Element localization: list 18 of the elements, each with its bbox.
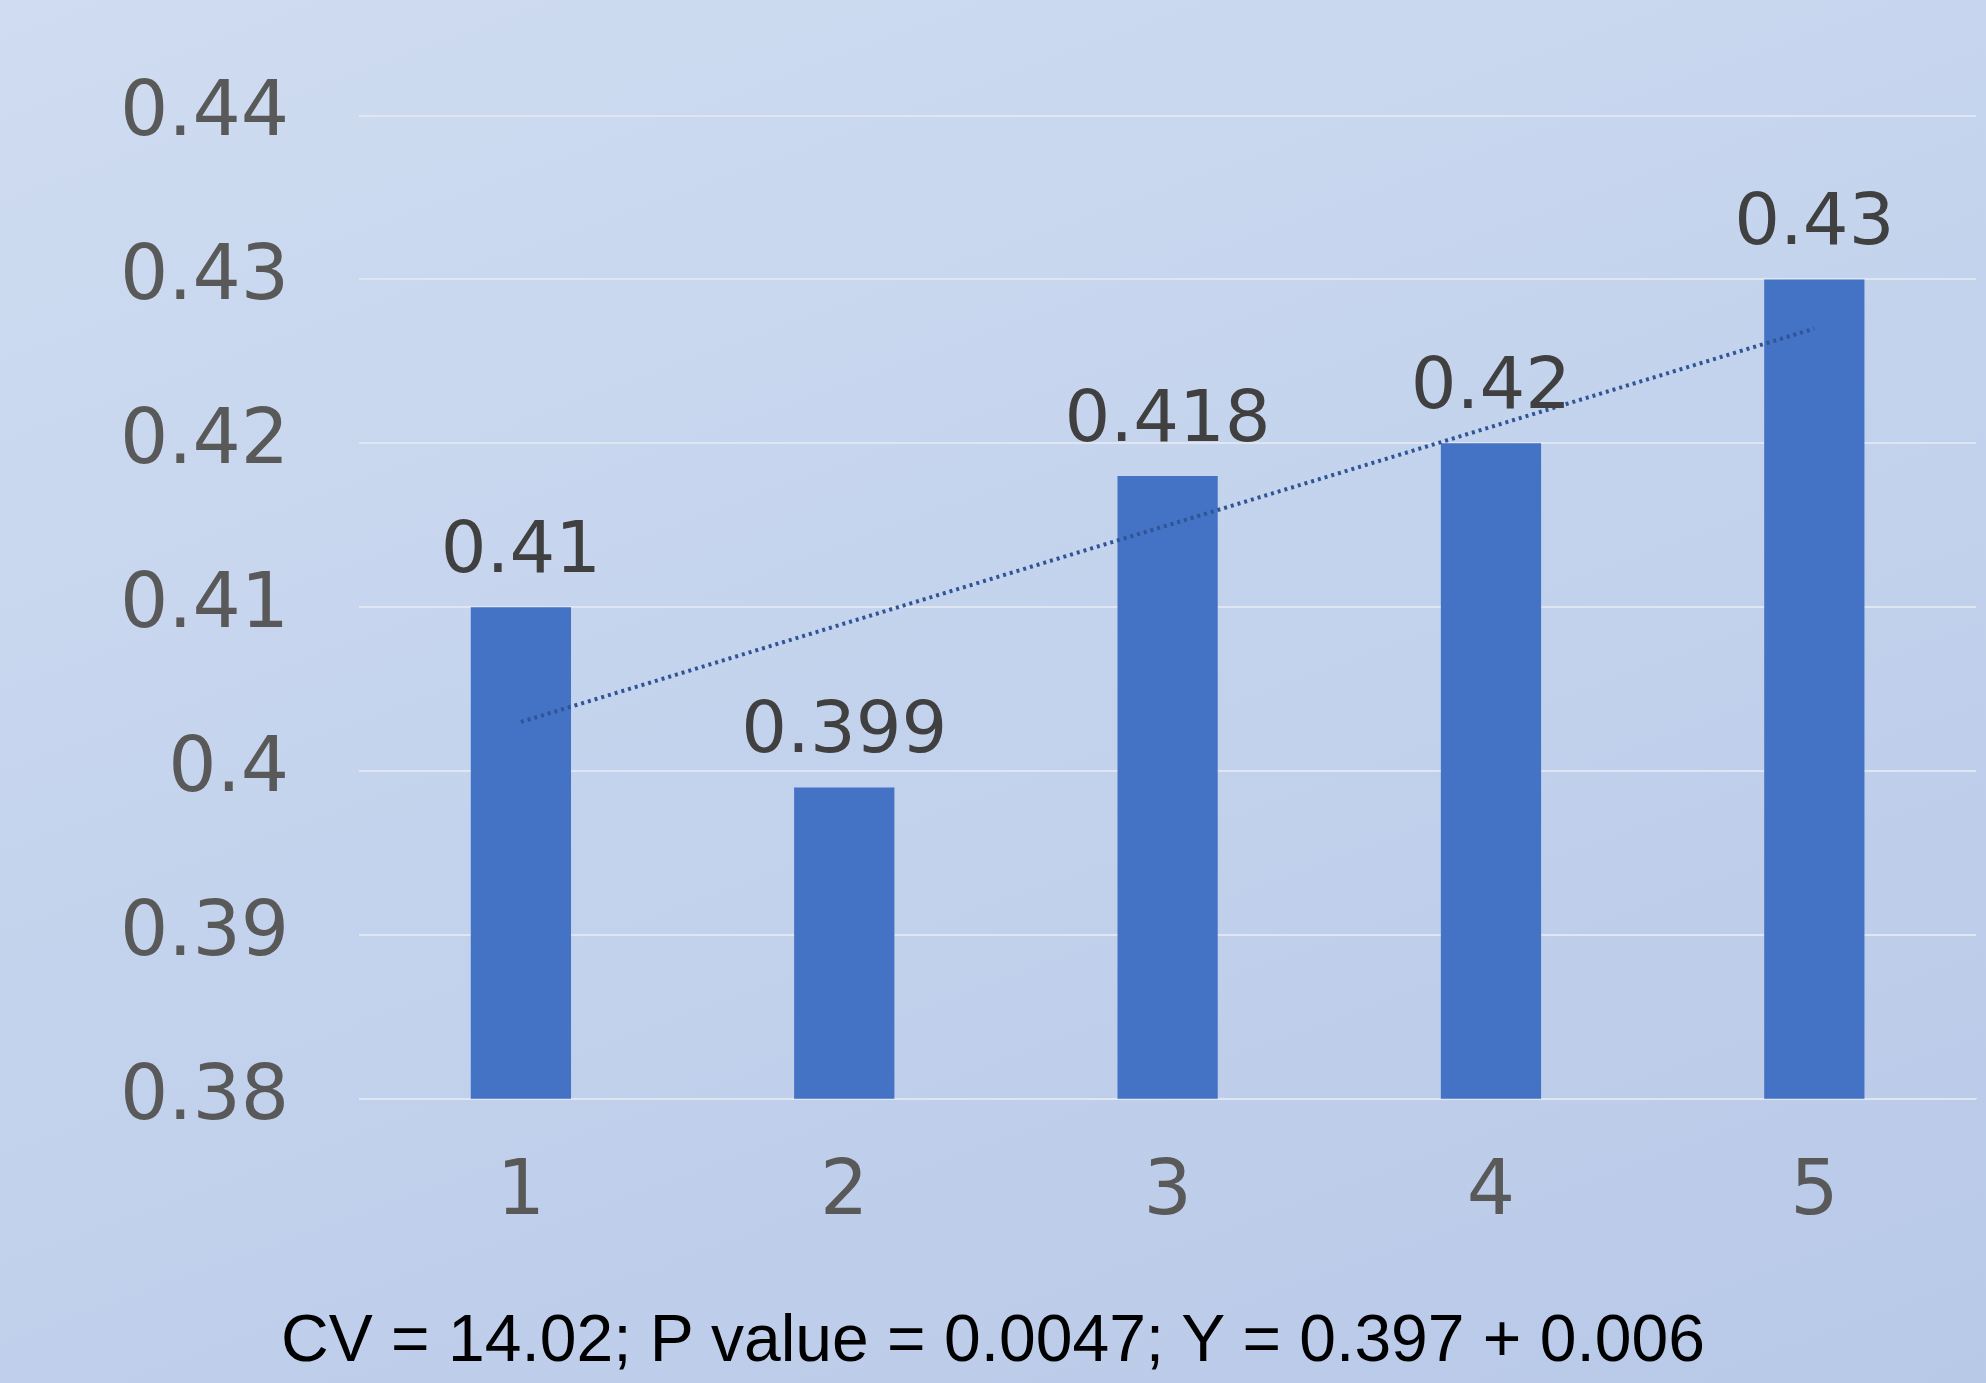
y-tick-label: 0.38 xyxy=(120,1047,290,1137)
x-tick-label: 2 xyxy=(820,1143,869,1233)
data-label: 0.399 xyxy=(741,685,948,770)
y-tick-label: 0.41 xyxy=(120,555,290,645)
x-tick-label: 5 xyxy=(1790,1143,1839,1233)
x-tick-label: 4 xyxy=(1466,1143,1516,1233)
y-tick-label: 0.44 xyxy=(120,64,290,154)
data-label: 0.43 xyxy=(1734,177,1895,262)
y-tick-label: 0.43 xyxy=(120,228,290,318)
y-tick-label: 0.39 xyxy=(120,883,290,973)
y-tick-label: 0.4 xyxy=(168,719,290,809)
data-label: 0.41 xyxy=(440,504,602,589)
data-label: 0.42 xyxy=(1410,341,1572,426)
data-label: 0.418 xyxy=(1064,373,1271,458)
text: CV = 14.02; P value = 0.0047; Y = 0.397 + 0.006 xyxy=(280,1300,1706,1376)
y-tick-label: 0.42 xyxy=(120,392,290,482)
x-tick-label: 1 xyxy=(496,1143,546,1233)
x-tick-label: 3 xyxy=(1143,1143,1192,1233)
